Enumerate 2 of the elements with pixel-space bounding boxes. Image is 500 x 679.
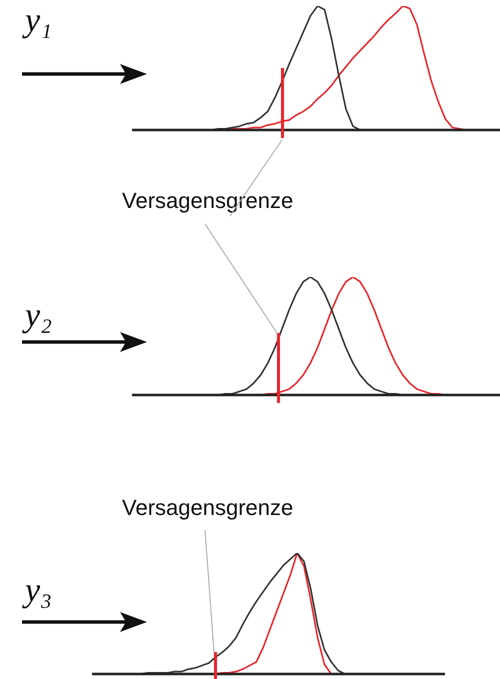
text: Versagensgrenze (122, 495, 294, 521)
text: Versagensgrenze (122, 188, 294, 214)
